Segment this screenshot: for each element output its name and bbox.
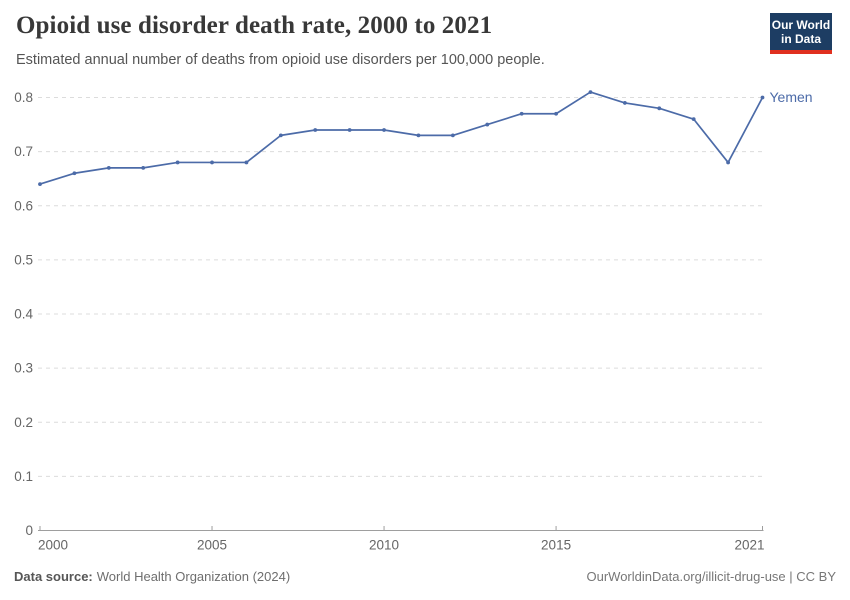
x-tick-label: 2015 bbox=[541, 538, 571, 553]
y-tick-label: 0.8 bbox=[14, 90, 33, 105]
data-source: Data source: World Health Organization (2… bbox=[14, 569, 290, 584]
owid-logo[interactable]: Our World in Data bbox=[770, 13, 832, 54]
yemen-series-line[interactable]: Yemen bbox=[38, 89, 813, 187]
data-point[interactable] bbox=[244, 160, 249, 165]
data-point[interactable] bbox=[278, 133, 283, 138]
data-point[interactable] bbox=[38, 182, 42, 187]
chart-title: Opioid use disorder death rate, 2000 to … bbox=[16, 12, 493, 39]
data-point[interactable] bbox=[760, 95, 765, 100]
data-point[interactable] bbox=[72, 171, 77, 176]
y-tick-label: 0.7 bbox=[14, 144, 33, 159]
data-point[interactable] bbox=[691, 117, 696, 122]
data-point[interactable] bbox=[382, 128, 386, 132]
data-point[interactable] bbox=[588, 90, 593, 94]
data-source-value: World Health Organization (2024) bbox=[96, 569, 291, 584]
y-tick-label: 0.4 bbox=[14, 307, 33, 322]
y-tick-label: 0 bbox=[25, 523, 33, 538]
y-tick-label: 0.6 bbox=[14, 198, 33, 213]
owid-logo-line2: in Data bbox=[780, 32, 821, 46]
data-point[interactable] bbox=[519, 111, 524, 116]
y-tick-label: 0.5 bbox=[14, 252, 33, 267]
data-point[interactable] bbox=[347, 128, 352, 132]
data-point[interactable] bbox=[141, 165, 146, 170]
data-point[interactable] bbox=[106, 165, 111, 170]
x-tick-label: 2021 bbox=[734, 538, 764, 553]
chart-subtitle: Estimated annual number of deaths from o… bbox=[16, 52, 545, 68]
data-point[interactable] bbox=[726, 160, 730, 165]
data-point[interactable] bbox=[554, 111, 558, 116]
chart-footer: Data source: World Health Organization (2… bbox=[14, 569, 836, 584]
y-tick-label: 0.3 bbox=[14, 361, 33, 376]
data-line bbox=[39, 91, 764, 185]
owid-logo-line1: Our World bbox=[771, 18, 831, 32]
data-point[interactable] bbox=[210, 160, 214, 165]
data-point[interactable] bbox=[485, 122, 490, 127]
data-point[interactable] bbox=[657, 106, 662, 111]
data-source-label: Data source: bbox=[14, 569, 93, 584]
x-tick-label: 2010 bbox=[369, 538, 399, 553]
y-tick-label: 0.2 bbox=[14, 415, 33, 430]
x-tick-label: 2005 bbox=[197, 538, 227, 553]
x-tick-label: 2000 bbox=[38, 538, 68, 553]
data-point[interactable] bbox=[450, 133, 455, 138]
data-point[interactable] bbox=[416, 133, 421, 138]
credit-link[interactable]: OurWorldinData.org/illicit-drug-use | CC… bbox=[586, 569, 837, 584]
entity-label[interactable]: Yemen bbox=[770, 89, 813, 105]
data-point[interactable] bbox=[175, 160, 180, 165]
data-point[interactable] bbox=[313, 128, 318, 132]
data-point[interactable] bbox=[622, 101, 627, 105]
y-tick-label: 0.1 bbox=[14, 469, 33, 484]
